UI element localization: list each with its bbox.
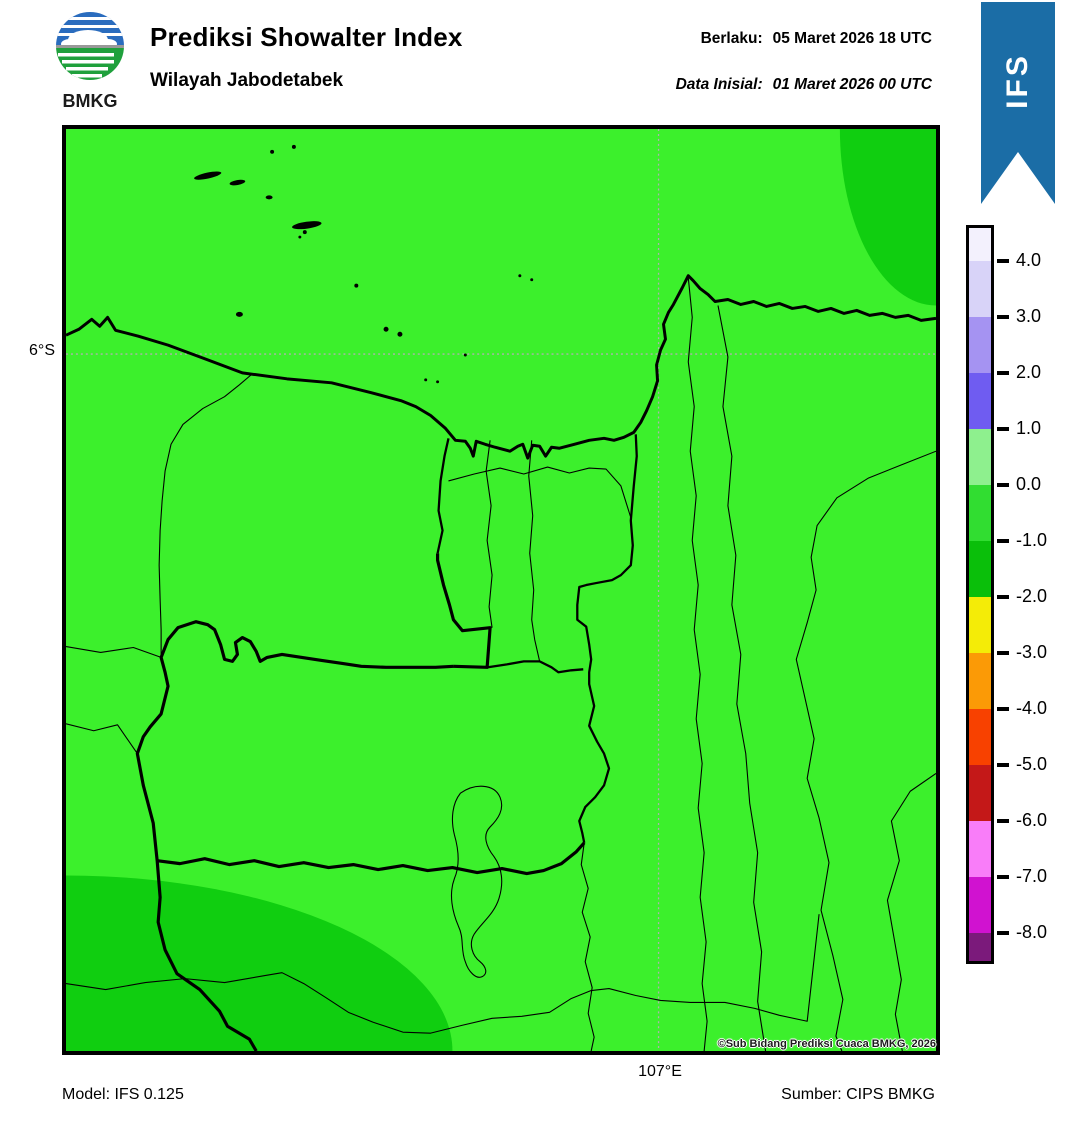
colorbar-tick — [997, 595, 1009, 599]
colorbar-tick-label: -3.0 — [1016, 642, 1048, 663]
colorbar-segment — [969, 485, 991, 541]
colorbar-tick — [997, 483, 1009, 487]
colorbar-segment — [969, 228, 991, 261]
boundary-depok-blob — [450, 785, 503, 978]
regency-boundaries — [66, 277, 936, 1051]
boundary-bogor-north — [156, 841, 586, 876]
initial-time-label: Data Inisial: — [675, 76, 763, 93]
boundary-jakarta-east — [576, 434, 638, 844]
colorbar-tick-label: 2.0 — [1016, 362, 1042, 383]
colorbar-tick — [997, 427, 1009, 431]
boundary-southeast — [886, 772, 936, 1051]
ribbon-model-label: IFS — [1000, 53, 1034, 109]
colorbar-segment — [969, 653, 991, 709]
colorbar-tick — [997, 707, 1009, 711]
boundary-below-jakarta — [580, 842, 595, 1051]
model-label: Model: IFS 0.125 — [62, 1086, 184, 1103]
colorbar-tick-label: -6.0 — [1016, 810, 1048, 831]
islands-kepulauan-seribu — [194, 144, 534, 384]
boundary-west-province — [135, 620, 454, 1051]
colorbar-segment — [969, 541, 991, 597]
boundary-east-inland — [795, 450, 936, 1051]
bmkg-logo-text: BMKG — [63, 91, 118, 111]
boundary-city-district-c — [448, 466, 632, 518]
colorbar-tick-label: -1.0 — [1016, 530, 1048, 551]
longitude-label: 107°E — [638, 1063, 682, 1080]
colorbar-tick-label: -8.0 — [1016, 922, 1048, 943]
boundary-left-edge-a — [66, 645, 162, 658]
valid-time-line: Berlaku: 05 Maret 2026 18 UTC — [701, 30, 932, 48]
initial-time-line: Data Inisial: 01 Maret 2026 00 UTC — [676, 76, 932, 94]
colorbar-tick-label: 1.0 — [1016, 418, 1042, 439]
colorbar-tick — [997, 819, 1009, 823]
colorbar-tick-label: -4.0 — [1016, 698, 1048, 719]
colorbar-segment — [969, 261, 991, 317]
colorbar-tick — [997, 931, 1009, 935]
colorbar-tick-label: 3.0 — [1016, 306, 1042, 327]
bmkg-logo-globe — [56, 12, 124, 80]
colorbar-tick — [997, 371, 1009, 375]
boundary-left-edge-b — [66, 723, 138, 754]
colorbar-tick — [997, 259, 1009, 263]
bmkg-logo: BMKG — [56, 12, 124, 111]
contour-patch-southwest — [66, 875, 453, 1051]
ribbon-banner-shape — [981, 2, 1055, 204]
source-label: Sumber: CIPS BMKG — [781, 1086, 935, 1103]
boundary-bekasi-south — [486, 660, 584, 674]
coastline-java — [66, 274, 936, 460]
boundary-bekasi-east — [687, 277, 708, 1051]
colorbar-segment — [969, 933, 991, 961]
latitude-label: 6°S — [29, 342, 55, 359]
colorbar-tick — [997, 539, 1009, 543]
contour-patch-northeast — [839, 129, 936, 306]
page-subtitle: Wilayah Jabodetabek — [150, 70, 344, 91]
boundary-south-bogor — [66, 914, 820, 1034]
colorbar-segment — [969, 317, 991, 373]
colorbar-tick-label: 4.0 — [1016, 250, 1042, 271]
colorbar-tick — [997, 875, 1009, 879]
colorbar-tick — [997, 315, 1009, 319]
copyright-watermark: ©Sub Bidang Prediksi Cuaca BMKG, 2026 — [717, 1038, 936, 1050]
boundary-tangerang — [158, 373, 253, 658]
valid-time-value: 05 Maret 2026 18 UTC — [772, 30, 932, 47]
page-title: Prediksi Showalter Index — [150, 22, 463, 52]
shaded-contour-regions — [66, 129, 936, 1051]
colorbar-segment — [969, 373, 991, 429]
colorbar-segment — [969, 709, 991, 765]
boundary-karawang — [717, 305, 767, 1051]
colorbar-tick — [997, 651, 1009, 655]
jakarta-boundaries — [436, 434, 638, 844]
colorbar-legend: 4.0 3.0 2.0 1.0 0.0 -1.0 -2.0 -3.0 -4.0 -5.0 -6.0 -… — [966, 225, 1047, 964]
colorbar-segment — [969, 429, 991, 485]
boundary-city-district-b — [528, 440, 541, 662]
colorbar-tick-label: -2.0 — [1016, 586, 1048, 607]
colorbar-tick-label: -5.0 — [1016, 754, 1048, 775]
boundary-jakarta-south-hook — [435, 553, 492, 669]
colorbar-tick-label: 0.0 — [1016, 474, 1042, 495]
valid-time-label: Berlaku: — [700, 30, 763, 47]
colorbar-segment — [969, 821, 991, 877]
boundary-jakarta-west — [436, 438, 450, 554]
model-ribbon: IFS — [981, 2, 1055, 204]
initial-time-value: 01 Maret 2026 00 UTC — [772, 76, 932, 93]
colorbar-tick-label: -7.0 — [1016, 866, 1048, 887]
colorbar-segment — [969, 765, 991, 821]
forecast-map — [62, 125, 940, 1055]
colorbar-segment — [969, 877, 991, 933]
colorbar-segment — [969, 597, 991, 653]
province-boundaries — [135, 553, 586, 1051]
colorbar-tick — [997, 763, 1009, 767]
